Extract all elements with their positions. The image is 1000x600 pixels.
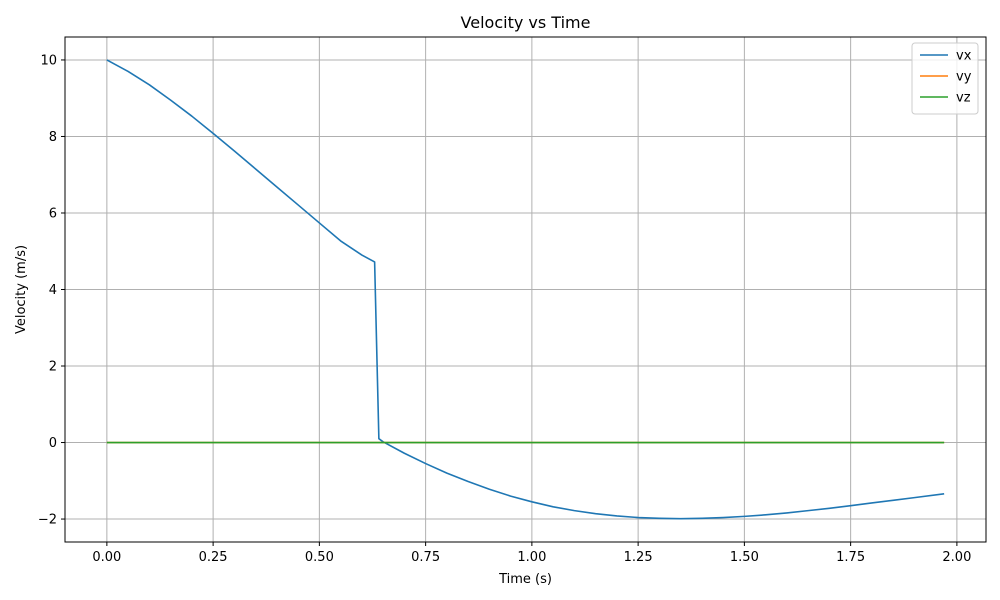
series-line-vx <box>106 59 945 520</box>
legend-label-vx: vx <box>956 49 972 64</box>
y-tick-label: −2 <box>38 513 57 528</box>
x-tick-label: 1.25 <box>624 550 653 565</box>
x-axis-ticks: 0.00 0.25 0.50 0.75 1.00 1.25 1.50 1.75 2.00 <box>92 542 971 565</box>
y-tick-label: 10 <box>40 53 57 68</box>
legend: vx vy vz <box>911 42 979 115</box>
legend-label-vz: vz <box>956 91 971 106</box>
y-tick-label: 8 <box>49 130 57 145</box>
y-tick-label: 4 <box>49 283 57 298</box>
x-axis-label: Time (s) <box>498 572 552 587</box>
y-tick-label: 0 <box>49 436 57 451</box>
x-tick-label: 1.75 <box>836 550 865 565</box>
y-axis-ticks: −2 0 2 4 6 8 10 <box>38 53 65 528</box>
x-tick-label: 2.00 <box>942 550 971 565</box>
x-tick-label: 0.00 <box>92 550 121 565</box>
x-tick-label: 1.00 <box>517 550 546 565</box>
x-tick-label: 0.25 <box>199 550 228 565</box>
series-lines <box>106 59 945 520</box>
x-tick-label: 0.75 <box>411 550 440 565</box>
y-tick-label: 6 <box>49 206 57 221</box>
legend-label-vy: vy <box>956 70 972 85</box>
y-axis-label: Velocity (m/s) <box>14 245 29 334</box>
x-tick-label: 1.50 <box>730 550 759 565</box>
chart-title: Velocity vs Time <box>461 13 591 32</box>
x-tick-label: 0.50 <box>305 550 334 565</box>
y-tick-label: 2 <box>49 360 57 375</box>
